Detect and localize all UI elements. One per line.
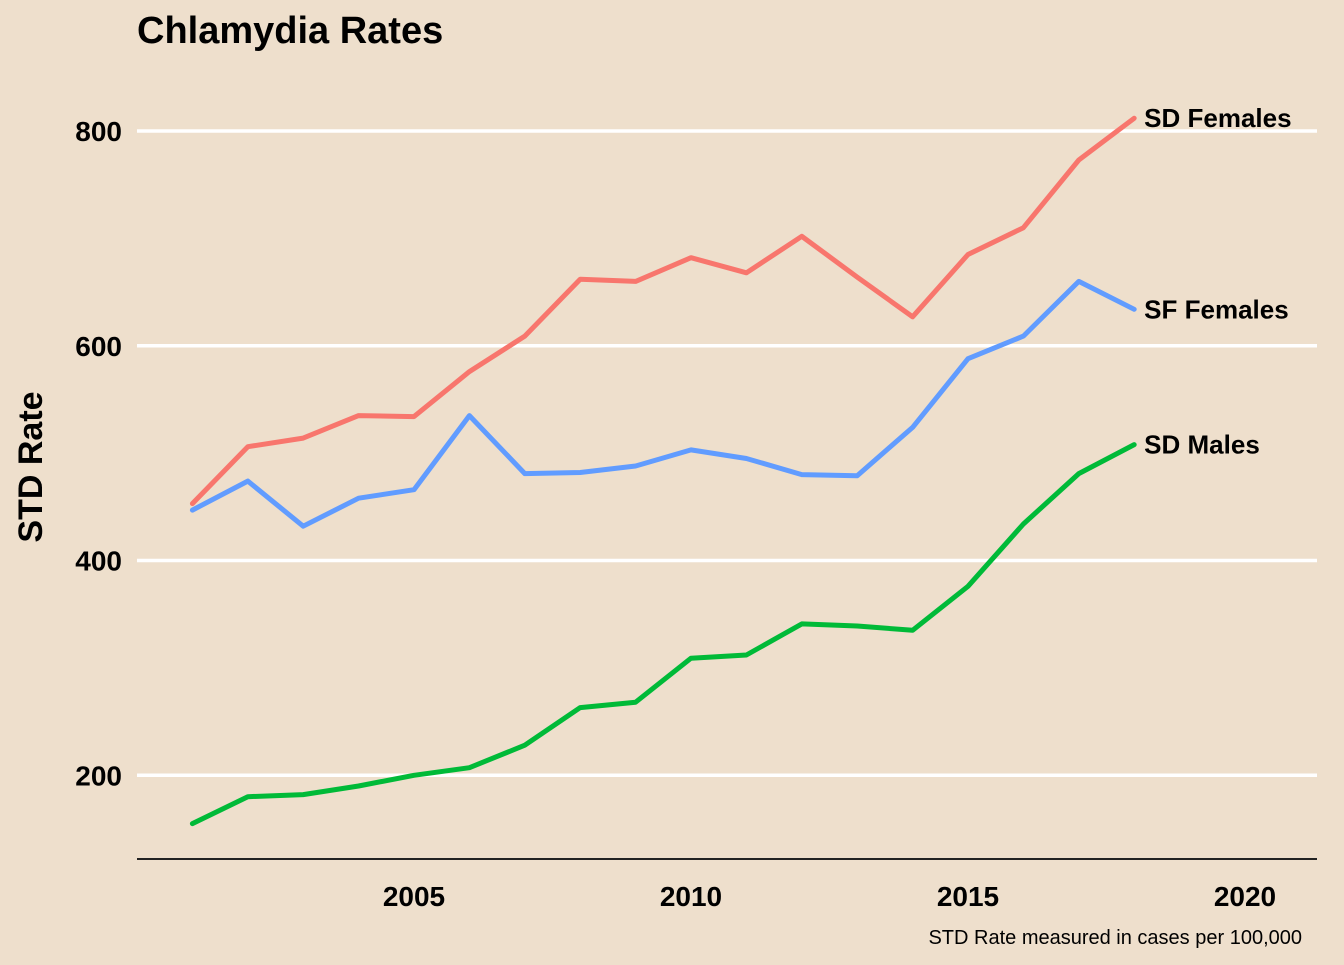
y-tick-label-400: 400	[75, 546, 122, 577]
series-label-sd-males: SD Males	[1144, 430, 1260, 460]
y-tick-label-200: 200	[75, 760, 122, 791]
series-label-sf-females: SF Females	[1144, 294, 1289, 324]
x-tick-label-2005: 2005	[383, 881, 445, 912]
series-line-sd-females	[189, 115, 1137, 507]
y-axis-label: STD Rate	[12, 391, 50, 542]
y-tick-label-600: 600	[75, 331, 122, 362]
y-tick-label-800: 800	[75, 116, 122, 147]
x-tick-label-2010: 2010	[660, 881, 722, 912]
series-label-sd-females: SD Females	[1144, 103, 1291, 133]
chart-title: Chlamydia Rates	[137, 10, 443, 52]
chart-caption: STD Rate measured in cases per 100,000	[928, 927, 1302, 949]
series-lines	[189, 115, 1137, 827]
series-line-sf-females	[189, 278, 1137, 529]
y-tick-labels: 200 400 600 800	[75, 116, 122, 791]
x-tick-labels: 2005 2010 2015 2020	[383, 881, 1276, 912]
series-end-labels: SD Females SF Females SD Males	[1144, 103, 1291, 459]
x-tick-label-2015: 2015	[937, 881, 999, 912]
x-tick-label-2020: 2020	[1214, 881, 1276, 912]
series-line-sd-males	[189, 442, 1137, 827]
